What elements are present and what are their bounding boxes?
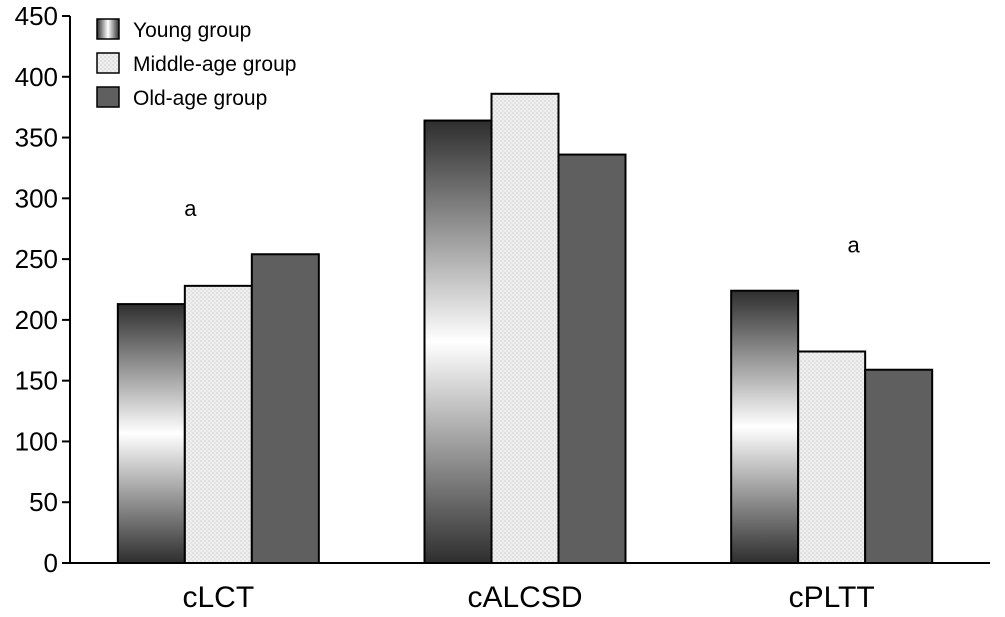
- bar-middle-age-group-cpltt: [797, 350, 867, 565]
- legend-label-young: Young group: [133, 19, 251, 42]
- y-tick-label: 150: [15, 366, 58, 396]
- annotations: aa: [184, 196, 860, 257]
- y-tick-label: 250: [15, 244, 58, 274]
- legend-swatch-middle: [96, 52, 120, 74]
- y-tick-label: 300: [15, 183, 58, 213]
- x-category-label: cPLTT: [789, 581, 875, 614]
- bar-old-age-group-calcsd: [557, 153, 627, 564]
- legend-label-middle: Middle-age group: [133, 53, 296, 76]
- annotation-label: a: [848, 233, 861, 258]
- y-ticks: 0 50 100 150 200 250 300 350 400 450: [15, 1, 70, 578]
- bars: [116, 92, 934, 565]
- y-tick-label: 100: [15, 426, 58, 456]
- bar-old-age-group-cpltt: [864, 368, 934, 564]
- bar-young-group-calcsd: [423, 119, 493, 564]
- y-tick-label: 450: [15, 1, 58, 31]
- y-tick-label: 400: [15, 62, 58, 92]
- legend: Young group Middle-age group Old-age gro…: [96, 18, 296, 110]
- bar-old-age-group-clct: [250, 253, 320, 564]
- bar-young-group-cpltt: [730, 289, 800, 564]
- legend-swatch-young: [96, 18, 120, 40]
- bar-middle-age-group-clct: [183, 284, 253, 564]
- x-category-label: cLCT: [182, 581, 254, 614]
- y-tick-label: 0: [44, 548, 58, 578]
- y-tick-label: 200: [15, 305, 58, 335]
- x-category-labels: cLCT cALCSD cPLTT: [182, 581, 874, 614]
- x-category-label: cALCSD: [467, 581, 582, 614]
- y-tick-label: 350: [15, 123, 58, 153]
- y-tick-label: 50: [29, 487, 58, 517]
- bar-young-group-clct: [116, 303, 186, 564]
- legend-swatch-old: [96, 86, 120, 108]
- annotation-label: a: [184, 196, 197, 221]
- legend-label-old: Old-age group: [133, 87, 267, 110]
- bar-middle-age-group-calcsd: [490, 92, 560, 564]
